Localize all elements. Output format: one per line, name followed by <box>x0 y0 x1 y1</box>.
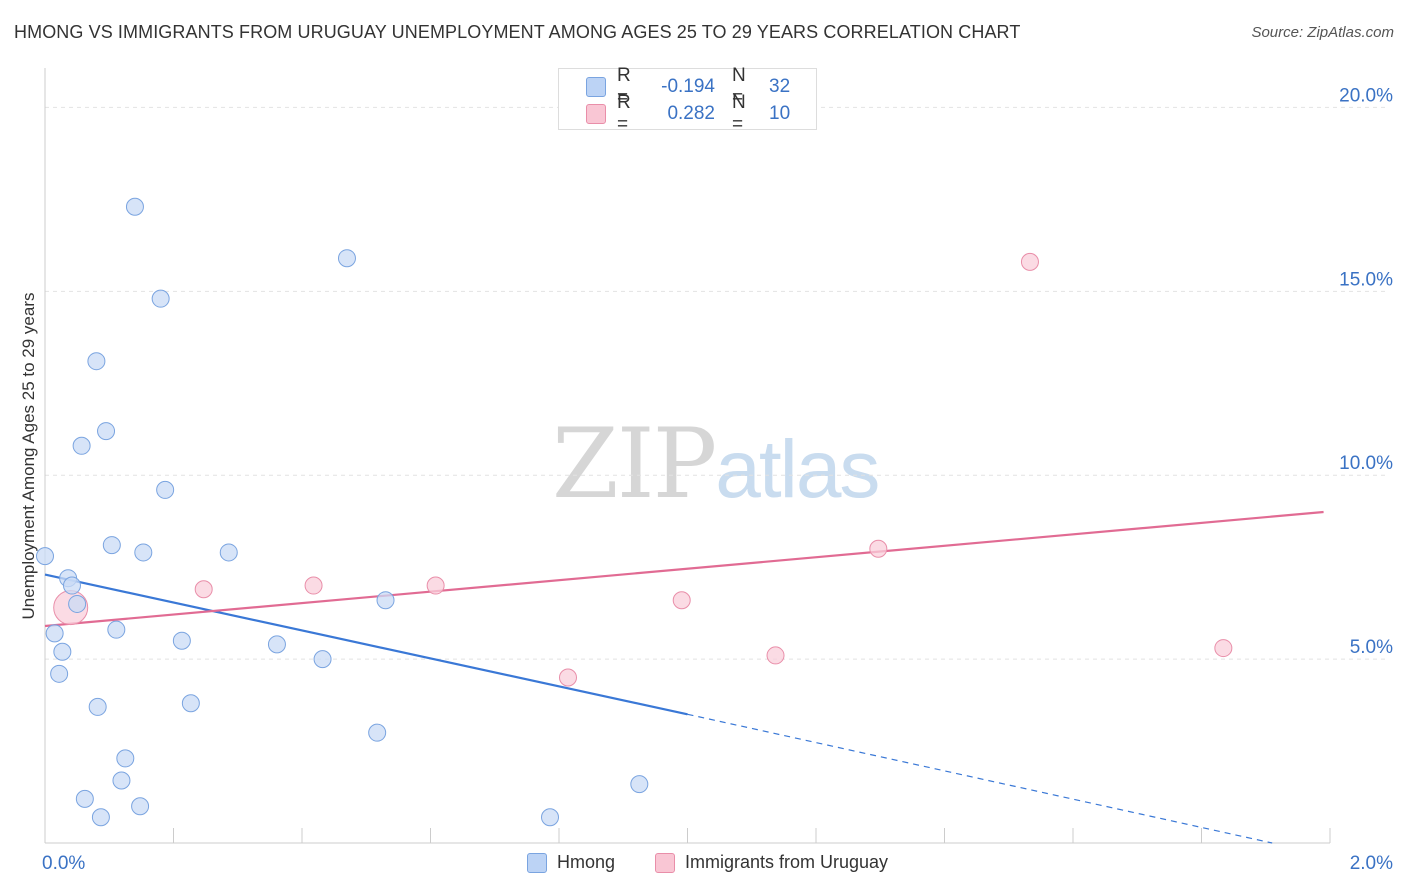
r-label: R = <box>617 65 631 108</box>
hmong-point <box>134 543 153 562</box>
hmong-legend-swatch <box>527 852 547 873</box>
hmong-point <box>68 594 87 613</box>
r-value: -0.194 <box>661 76 715 97</box>
source-label: Source: ZipAtlas.com <box>1251 24 1394 41</box>
x-tick-label: 2.0% <box>1350 853 1393 874</box>
uruguay-point <box>304 576 323 595</box>
hmong-point <box>97 422 116 441</box>
hmong-trend-extension <box>687 713 1273 844</box>
chart-title: HMONG VS IMMIGRANTS FROM URUGUAY UNEMPLO… <box>14 22 1021 42</box>
hmong-swatch <box>586 77 606 97</box>
legend-item-hmong[interactable]: Hmong <box>527 852 615 873</box>
hmong-point <box>156 480 175 499</box>
hmong-trend-line <box>44 573 688 716</box>
legend: Hmong Immigrants from Uruguay <box>0 852 1406 878</box>
axes <box>44 68 1331 844</box>
hmong-point <box>50 664 69 683</box>
uruguay-point <box>194 580 213 599</box>
x-tick-label: 0.0% <box>42 853 85 874</box>
y-tick-label: 10.0% <box>1339 453 1393 474</box>
uruguay-point <box>869 539 888 558</box>
data-points <box>36 197 1233 827</box>
stats-box: R = -0.194 N = 32 R = 0.282 N = 10 <box>558 65 817 135</box>
tick-labels: 5.0% 10.0% 15.0% 20.0% 0.0% 2.0% <box>42 85 1393 874</box>
n-label: N = <box>732 65 746 108</box>
hmong-point <box>630 775 649 794</box>
watermark: ZIPatlas <box>552 408 880 520</box>
hmong-point <box>313 650 332 669</box>
hmong-point <box>376 591 395 610</box>
n-label: N = <box>732 92 746 135</box>
hmong-point <box>72 436 91 455</box>
hmong-point <box>181 694 200 713</box>
uruguay-point <box>558 668 577 687</box>
hmong-point <box>131 797 150 816</box>
n-value: 10 <box>769 103 791 124</box>
legend-item-uruguay[interactable]: Immigrants from Uruguay <box>655 852 888 873</box>
hmong-point <box>219 543 238 562</box>
hmong-point <box>62 576 81 595</box>
hmong-point <box>87 352 106 371</box>
hmong-point <box>53 642 72 661</box>
legend-label-hmong: Hmong <box>557 852 616 872</box>
legend-label-uruguay: Immigrants from Uruguay <box>685 852 889 872</box>
uruguay-point <box>766 646 785 665</box>
r-value: 0.282 <box>667 103 715 124</box>
trend-lines <box>44 510 1324 844</box>
watermark-zip: ZIP <box>552 408 717 520</box>
hmong-point <box>172 631 191 650</box>
n-value: 32 <box>769 76 791 97</box>
grid-lines <box>45 106 1385 660</box>
uruguay-point <box>672 591 691 610</box>
hmong-point <box>36 547 54 566</box>
hmong-point <box>151 289 170 308</box>
uruguay-point <box>426 576 445 595</box>
uruguay-point <box>1214 639 1233 658</box>
hmong-point <box>88 697 107 716</box>
uruguay-swatch <box>586 104 606 124</box>
hmong-point <box>91 808 110 827</box>
hmong-point <box>541 808 560 827</box>
hmong-point <box>125 197 144 216</box>
hmong-point <box>116 749 135 768</box>
hmong-point <box>337 249 356 268</box>
hmong-point <box>102 536 121 555</box>
y-tick-label: 5.0% <box>1350 637 1393 658</box>
hmong-point <box>368 723 387 742</box>
hmong-point <box>107 620 126 639</box>
watermark-atlas: atlas <box>715 424 880 515</box>
uruguay-point <box>1020 252 1039 271</box>
y-tick-label: 15.0% <box>1339 269 1393 290</box>
hmong-point <box>267 635 286 654</box>
y-tick-label: 20.0% <box>1339 85 1393 106</box>
hmong-point <box>75 789 94 808</box>
uruguay-legend-swatch <box>655 852 675 873</box>
hmong-point <box>112 771 131 790</box>
hmong-point <box>45 624 64 643</box>
r-label: R = <box>617 92 631 135</box>
uruguay-trend-line <box>44 510 1324 628</box>
